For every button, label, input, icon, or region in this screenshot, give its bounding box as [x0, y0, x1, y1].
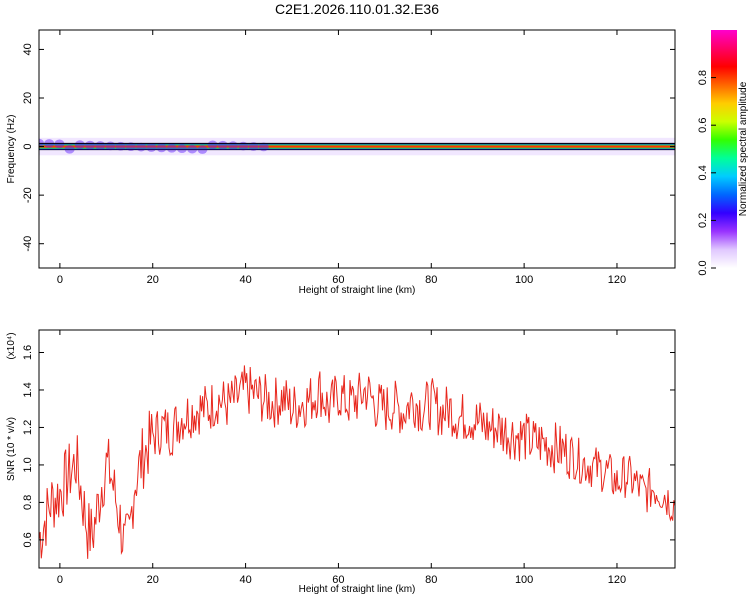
- band-speckle: [217, 140, 228, 150]
- band-speckle: [258, 142, 269, 152]
- y-tick-label: 0: [22, 144, 34, 150]
- spectrogram-y-ticks: 40 20 0 -20 -40: [22, 43, 675, 252]
- snr-panel: 0 20 40 60 80 100 120 0.6 0.8 1.0 1.2 1.4 1.6 Heigh…: [6, 329, 676, 595]
- band-speckle: [176, 144, 187, 154]
- colorbar-tick-label: 0.8: [697, 70, 709, 85]
- x-tick-label: 80: [425, 274, 437, 286]
- x-tick-label: 100: [515, 574, 533, 586]
- snr-frame: [38, 329, 676, 569]
- x-tick-label: 100: [515, 274, 533, 286]
- x-tick-label: 120: [608, 274, 626, 286]
- snr-series-line: [39, 365, 675, 559]
- snr-scale-label: (x10⁴): [6, 332, 17, 359]
- y-tick-label: 1.6: [22, 345, 34, 360]
- y-tick-label: 1.4: [22, 382, 34, 397]
- band-speckle: [95, 141, 106, 150]
- y-tick-label: 40: [22, 43, 34, 55]
- band-speckle: [156, 143, 167, 153]
- colorbar-gradient: [711, 30, 737, 268]
- colorbar: 0.0 0.2 0.4 0.6 0.8 Normalized spectral ampl…: [697, 30, 749, 276]
- band-speckle: [146, 143, 157, 152]
- band-speckle: [207, 140, 218, 150]
- y-tick-label: 0.8: [22, 495, 34, 510]
- x-tick-label: 20: [147, 274, 159, 286]
- x-tick-label: 0: [57, 274, 63, 286]
- colorbar-label: Normalized spectral amplitude: [738, 81, 749, 216]
- colorbar-tick-label: 0.4: [697, 165, 709, 180]
- colorbar-tick-label: 0.6: [697, 118, 709, 133]
- x-tick-label: 40: [239, 274, 251, 286]
- y-tick-label: 20: [22, 92, 34, 104]
- y-tick-label: 0.6: [22, 532, 34, 547]
- band-speckle: [228, 141, 239, 151]
- colorbar-tick-label: 0.0: [697, 260, 709, 275]
- band-speckle: [166, 143, 177, 153]
- snr-y-label: SNR (10 * v/v): [6, 417, 17, 481]
- x-tick-label: 80: [425, 574, 437, 586]
- colorbar-tick-label: 0.2: [697, 213, 709, 228]
- x-tick-label: 20: [147, 574, 159, 586]
- y-tick-label: 1.2: [22, 420, 34, 435]
- chart-title: C2E1.2026.110.01.32.E36: [275, 1, 439, 17]
- x-tick-label: 60: [332, 574, 344, 586]
- spectrogram-frame: [38, 29, 676, 269]
- band-speckle: [187, 144, 198, 154]
- band-speckle: [64, 144, 75, 154]
- spectrogram-band: [39, 137, 675, 156]
- band-speckle: [85, 140, 96, 150]
- band-speckle: [74, 140, 85, 150]
- y-tick-label: 1.0: [22, 457, 34, 472]
- x-tick-label: 60: [332, 274, 344, 286]
- y-tick-label: -20: [22, 187, 34, 203]
- spectrogram-panel: 0 20 40 60 80 100 120 40 20 0 -20 -40 Height of st…: [6, 29, 676, 296]
- spectrogram-x-ticks: 0 20 40 60 80 100 120: [57, 30, 626, 286]
- band-core: [39, 145, 675, 148]
- band-speckle: [125, 142, 136, 152]
- x-tick-label: 0: [57, 574, 63, 586]
- spectrogram-x-label: Height of straight line (km): [299, 285, 416, 296]
- band-speckle: [115, 141, 126, 151]
- band-speckle: [248, 142, 259, 151]
- spectrogram-y-label: Frequency (Hz): [6, 115, 17, 184]
- snr-y-ticks: 0.6 0.8 1.0 1.2 1.4 1.6: [22, 345, 675, 548]
- snr-x-ticks: 0 20 40 60 80 100 120: [57, 330, 626, 586]
- x-tick-label: 40: [239, 574, 251, 586]
- snr-x-label: Height of straight line (km): [299, 584, 416, 595]
- x-tick-label: 120: [608, 574, 626, 586]
- colorbar-ticks: 0.0 0.2 0.4 0.6 0.8: [697, 70, 716, 276]
- y-tick-label: -40: [22, 236, 34, 252]
- band-speckle: [136, 142, 147, 152]
- band-speckle: [105, 141, 116, 151]
